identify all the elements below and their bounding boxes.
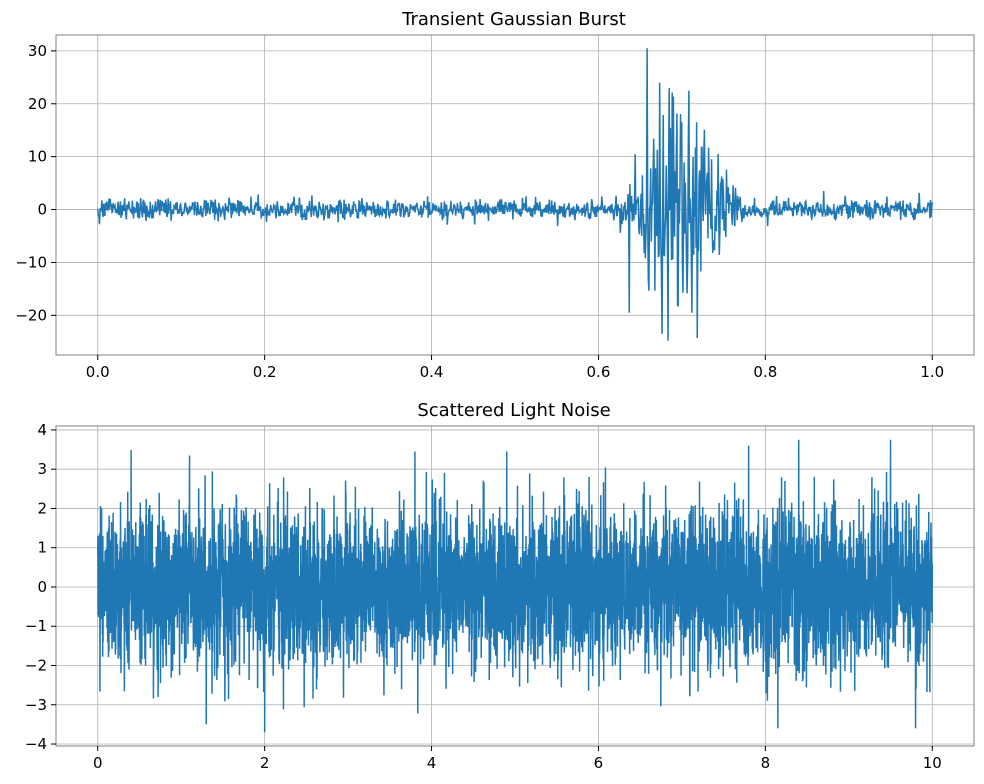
y-tick-label: 0 [37,201,47,219]
chart-title: Transient Gaussian Burst [401,9,626,30]
x-tick-label: 10 [923,754,942,772]
x-tick-label: 6 [594,754,604,772]
series-line [96,439,934,733]
axes-frame [55,425,975,747]
series-layer [96,439,934,733]
axes-frame [55,34,975,356]
x-tick-label: 4 [427,754,437,772]
y-tick-label: 0 [37,578,47,596]
y-tick-label: 3 [37,460,47,478]
y-tick-label: 30 [28,42,47,60]
axis-ticks: 0.0 0.2 0.4 0.6 0.8 1.0 −20 −10 0 10 20 30 [15,42,944,381]
series-line [96,48,934,341]
y-tick-label: −10 [15,253,47,271]
x-tick-label: 0.4 [420,363,444,381]
y-tick-label: −20 [15,306,47,324]
y-tick-label: −1 [25,617,47,635]
y-tick-label: 4 [37,421,47,439]
x-tick-label: 0 [93,754,103,772]
y-tick-label: −2 [25,657,47,675]
chart-title: Scattered Light Noise [417,400,610,421]
panel-transient-gaussian-burst: Transient Gaussian Burst 0.0 0.2 0.4 0.6 0.8… [15,9,975,381]
series-layer [96,48,934,341]
x-tick-label: 0.0 [86,363,110,381]
x-tick-label: 8 [761,754,771,772]
x-tick-label: 0.6 [587,363,611,381]
y-tick-label: 2 [37,499,47,517]
y-tick-label: 1 [37,539,47,557]
x-tick-label: 0.2 [253,363,277,381]
y-tick-label: 20 [28,95,47,113]
x-tick-label: 0.8 [753,363,777,381]
y-tick-label: 10 [28,148,47,166]
y-tick-label: −4 [25,735,47,753]
panel-scattered-light-noise: Scattered Light Noise 0 2 4 6 8 10 −4 −3 −2 −1 0 1 2… [25,400,975,772]
x-tick-label: 1.0 [920,363,944,381]
axis-ticks: 0 2 4 6 8 10 −4 −3 −2 −1 0 1 2 3 4 [25,421,942,772]
y-tick-label: −3 [25,696,47,714]
x-tick-label: 2 [260,754,270,772]
